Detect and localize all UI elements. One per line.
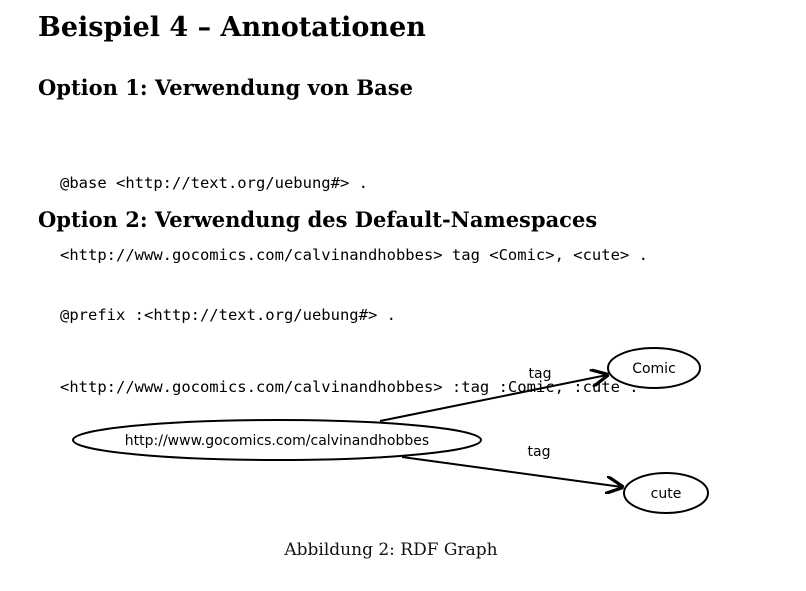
code-block-option-2: @prefix :<http://text.org/uebung#> . <ht…: [60, 255, 639, 423]
section-heading-option-1: Option 1: Verwendung von Base: [38, 75, 413, 100]
graph-edge-label-cute: tag: [528, 444, 551, 460]
code-line: @prefix :<http://text.org/uebung#> .: [60, 306, 396, 324]
graph-node-cute: [623, 472, 709, 514]
code-line: <http://www.gocomics.com/calvinandhobbes…: [60, 246, 648, 264]
graph-node-subject-label: http://www.gocomics.com/calvinandhobbes: [125, 433, 429, 449]
code-line: @base <http://text.org/uebung#> .: [60, 174, 368, 192]
rdf-graph-diagram: tag tag http://www.gocomics.com/calvinan…: [72, 347, 709, 514]
figure-caption: Abbildung 2: RDF Graph: [284, 540, 498, 560]
graph-edge-tag-cute: [401, 456, 622, 487]
graph-node-cute-label: cute: [651, 486, 682, 502]
section-heading-option-2: Option 2: Verwendung des Default-Namespa…: [38, 207, 598, 232]
graph-edge-tag-comic: [379, 375, 607, 422]
graph-node-comic: [607, 347, 701, 389]
graph-node-subject: [72, 419, 482, 461]
graph-node-comic-label: Comic: [632, 361, 676, 377]
page-title: Beispiel 4 – Annotationen: [38, 12, 426, 43]
graph-edge-label-comic: tag: [529, 366, 552, 382]
code-block-option-1: @base <http://text.org/uebung#> . <http:…: [60, 123, 648, 291]
